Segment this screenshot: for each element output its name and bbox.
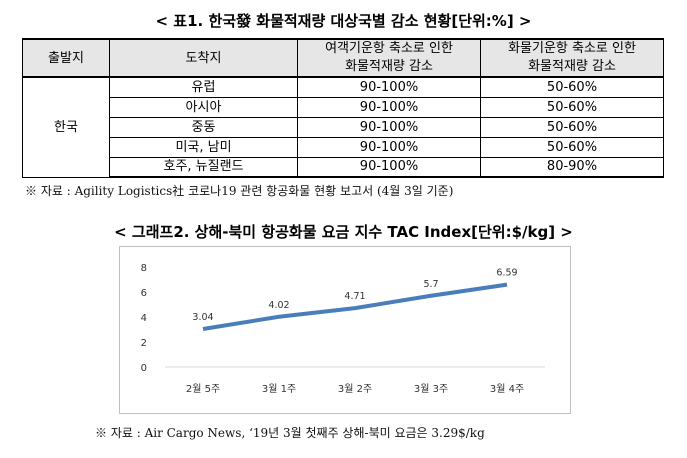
freighter-reduction-cell: 80-90% [480, 156, 664, 178]
table-row: 중동 90-100% 50-60% [23, 116, 664, 138]
origin-cell: 한국 [22, 76, 110, 178]
chart-source-note: ※ 자료 : Air Cargo News, ‘19년 3월 첫째주 상해-북미… [95, 426, 485, 440]
table-row: 아시아 90-100% 50-60% [23, 96, 664, 118]
y-tick-label: 2 [141, 338, 147, 349]
freighter-reduction-cell: 50-60% [480, 76, 664, 98]
destination-cell: 아시아 [109, 96, 298, 118]
header-passenger-line2: 화물적재량 감소 [345, 59, 433, 74]
header-freighter-line1: 화물기운항 축소로 인한 [508, 41, 636, 56]
table-row: 미국, 남미 90-100% 50-60% [23, 136, 664, 158]
x-tick-label: 2월 5주 [186, 383, 220, 395]
y-tick-label: 0 [141, 363, 147, 374]
data-label: 6.59 [496, 268, 517, 279]
header-freighter-reduction: 화물기운항 축소로 인한 화물적재량 감소 [480, 38, 664, 78]
table-title: < 표1. 한국發 화물적재량 대상국별 감소 현황[단위:%] > [155, 12, 532, 30]
passenger-reduction-cell: 90-100% [297, 96, 481, 118]
data-label: 4.02 [268, 300, 289, 311]
freighter-reduction-cell: 50-60% [480, 136, 664, 158]
data-label: 4.71 [344, 291, 365, 302]
destination-cell: 호주, 뉴질랜드 [109, 156, 298, 178]
destination-cell: 유럽 [109, 76, 298, 98]
freighter-reduction-cell: 50-60% [480, 96, 664, 118]
header-passenger-line1: 여객기운항 축소로 인한 [325, 41, 453, 56]
passenger-reduction-cell: 90-100% [297, 76, 481, 98]
y-tick-label: 4 [141, 313, 147, 324]
passenger-reduction-cell: 90-100% [297, 116, 481, 138]
cargo-reduction-table: 출발지 도착지 여객기운항 축소로 인한 화물적재량 감소 화물기운항 축소로 … [22, 38, 664, 178]
header-freighter-line2: 화물적재량 감소 [528, 59, 616, 74]
y-tick-label: 6 [141, 288, 147, 299]
table-header-row: 출발지 도착지 여객기운항 축소로 인한 화물적재량 감소 화물기운항 축소로 … [22, 38, 664, 78]
data-label: 3.04 [192, 312, 213, 323]
x-tick-label: 3월 3주 [414, 383, 448, 395]
table-row: 한국 유럽 90-100% 50-60% [22, 76, 664, 178]
header-destination: 도착지 [109, 38, 298, 78]
x-tick-label: 3월 4주 [490, 383, 524, 395]
destination-cell: 중동 [109, 116, 298, 138]
header-passenger-reduction: 여객기운항 축소로 인한 화물적재량 감소 [297, 38, 481, 78]
tac-index-line-chart: 0 2 4 6 8 2월 5주 3월 1주 3월 2주 3월 3주 3월 4주 3.04 4.02 4.… [141, 263, 545, 395]
chart-frame: 0 2 4 6 8 2월 5주 3월 1주 3월 2주 3월 3주 3월 4주 3.04 4.02 4.… [119, 246, 571, 414]
destination-cell: 미국, 남미 [109, 136, 298, 158]
freighter-reduction-cell: 50-60% [480, 116, 664, 138]
data-label: 5.7 [423, 279, 438, 290]
table-row: 호주, 뉴질랜드 90-100% 80-90% [23, 156, 664, 178]
x-tick-label: 3월 2주 [338, 383, 372, 395]
passenger-reduction-cell: 90-100% [297, 136, 481, 158]
passenger-reduction-cell: 90-100% [297, 156, 481, 178]
header-origin: 출발지 [22, 38, 110, 78]
chart-title: < 그래프2. 상해-북미 항공화물 요금 지수 TAC Index[단위:$/… [114, 223, 573, 241]
y-tick-label: 8 [141, 263, 147, 274]
table-source-note: ※ 자료 : Agility Logistics社 코로나19 관련 항공화물 … [25, 184, 454, 198]
x-tick-label: 3월 1주 [262, 383, 296, 395]
series-line [202, 282, 508, 331]
